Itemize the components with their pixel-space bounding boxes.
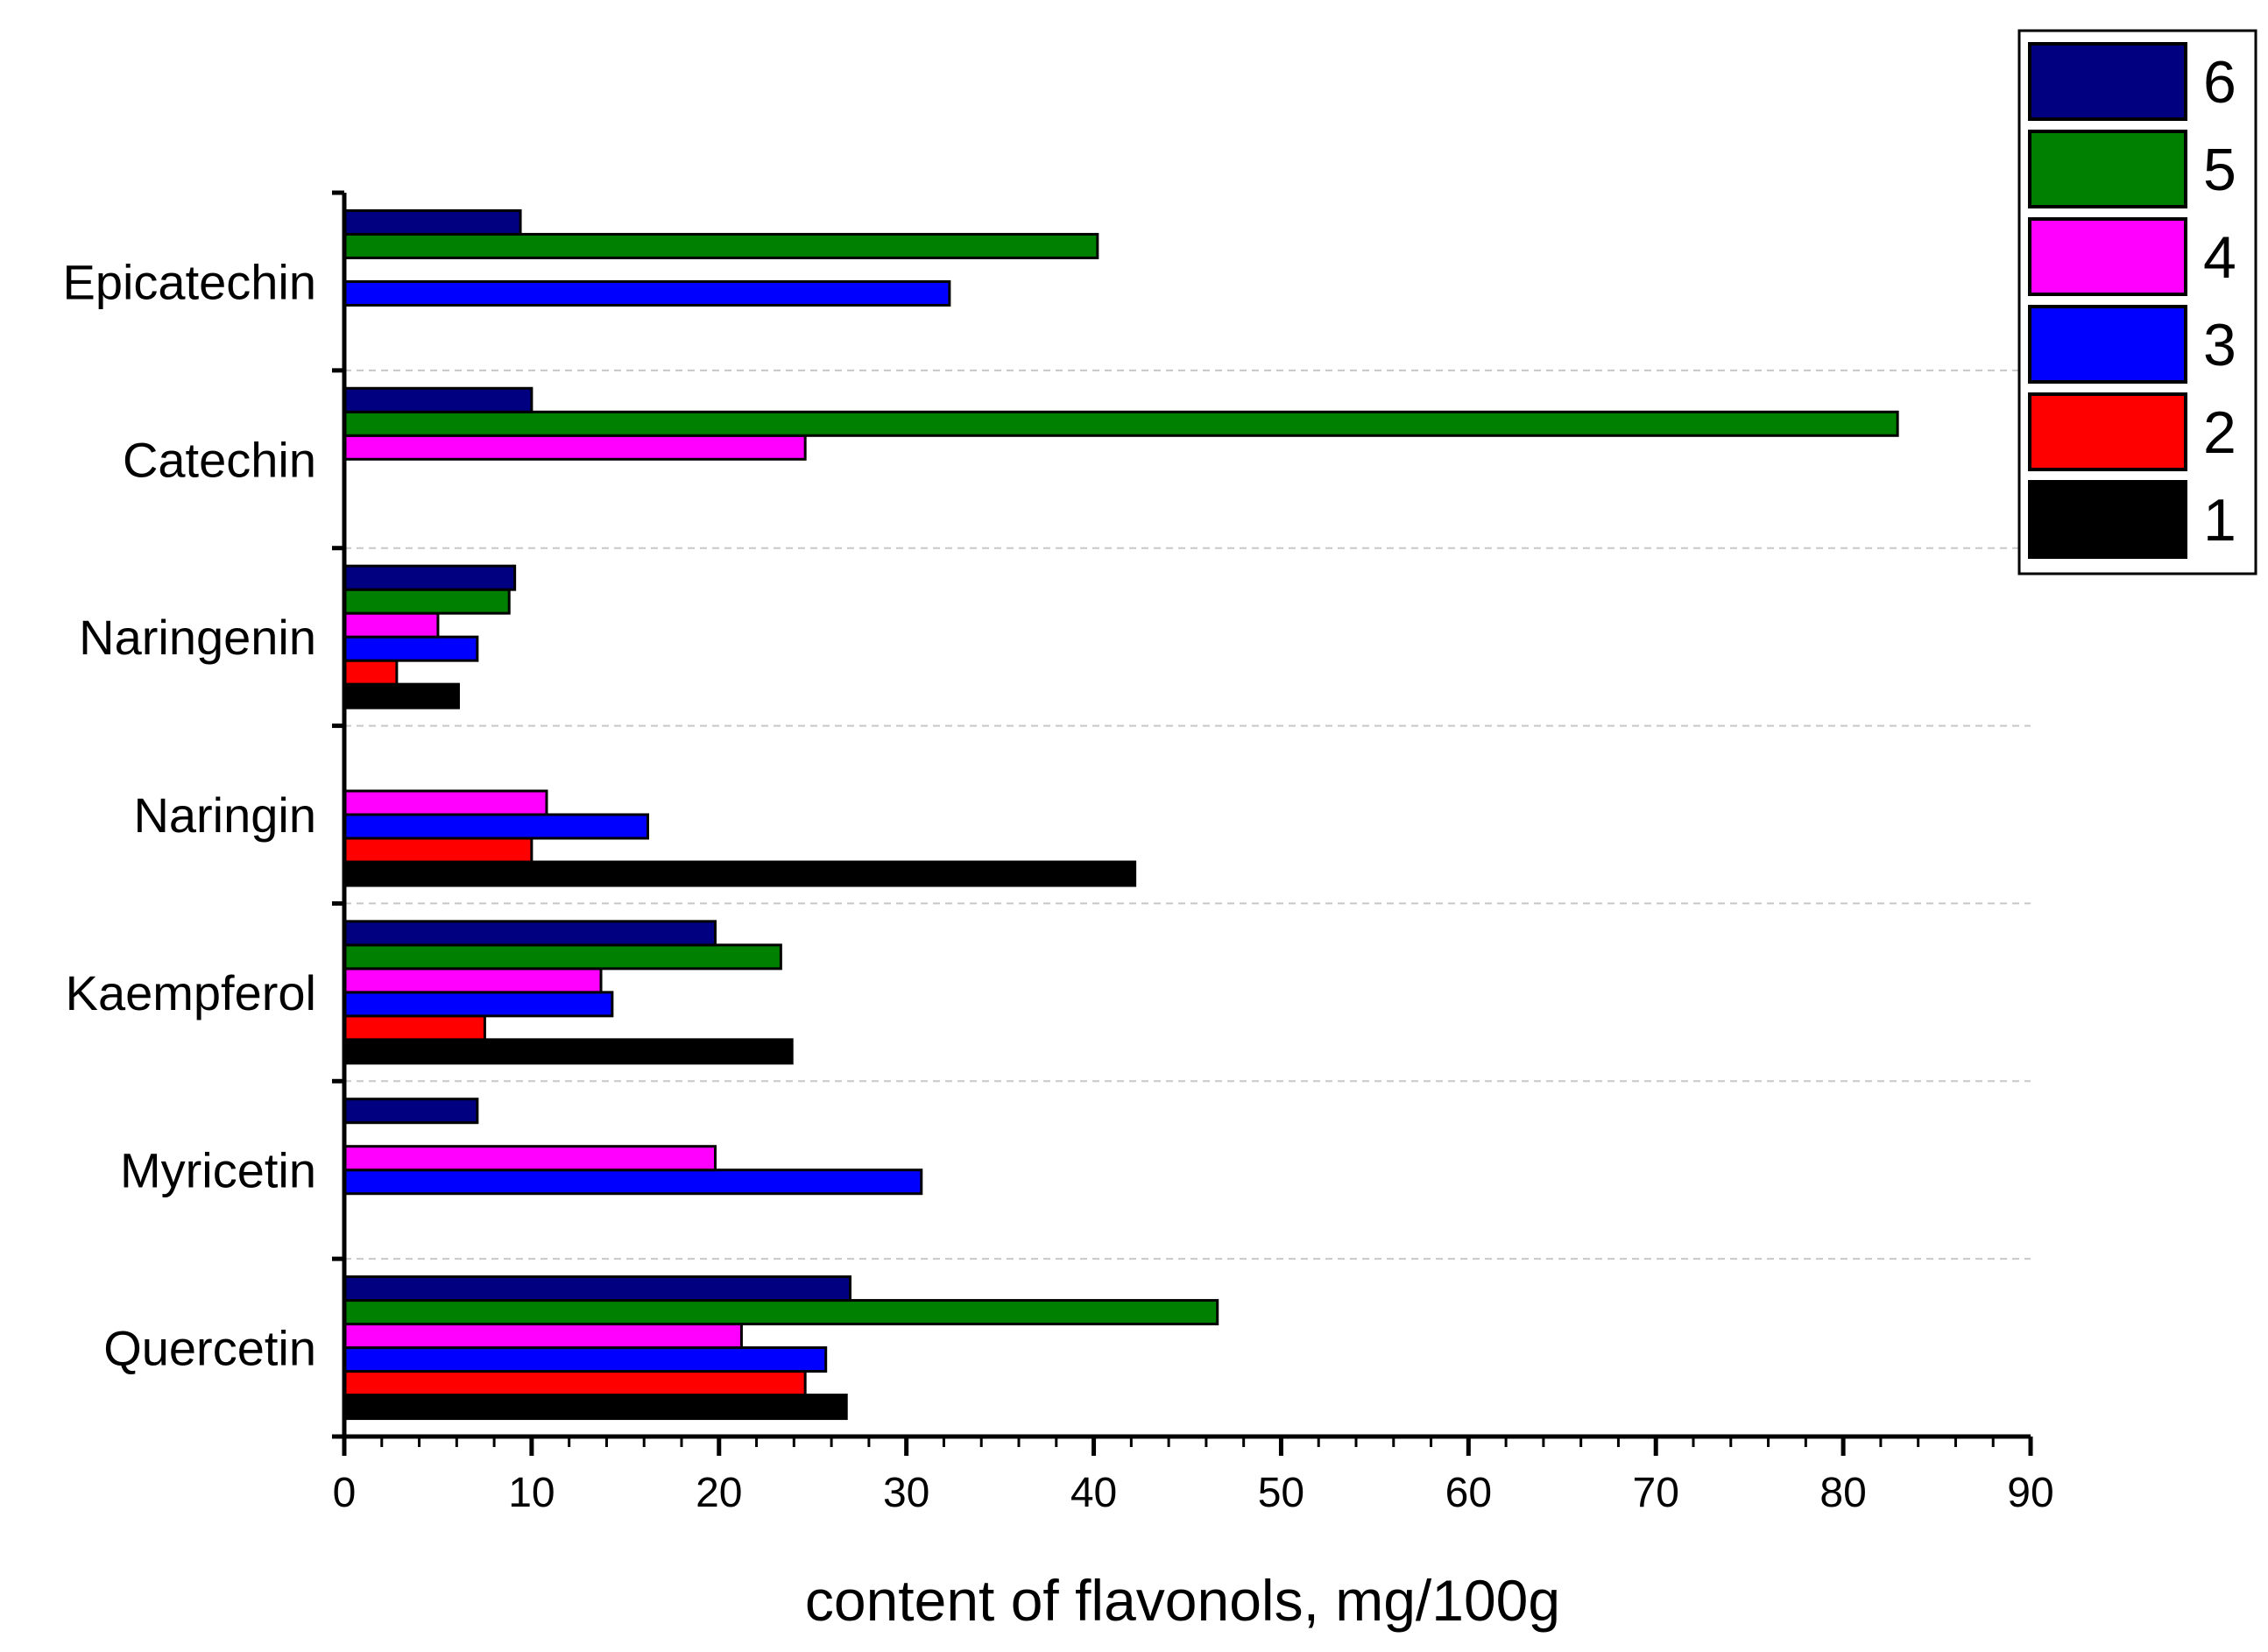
axes bbox=[332, 190, 2033, 1456]
legend-label-4: 4 bbox=[2203, 224, 2236, 291]
x-tick-label: 80 bbox=[1819, 1470, 1866, 1516]
bar-naringin-series-4 bbox=[343, 789, 548, 816]
bar-epicatechin-series-5 bbox=[343, 232, 1099, 259]
category-label: Catechin bbox=[123, 432, 316, 487]
bar-epicatechin-series-3 bbox=[343, 279, 951, 307]
bar-myricetin-series-6 bbox=[343, 1098, 479, 1125]
x-tick-label: 10 bbox=[508, 1470, 555, 1516]
bar-kaempferol-series-1 bbox=[343, 1038, 794, 1065]
bar-quercetin-series-5 bbox=[343, 1299, 1219, 1326]
bar-naringin-series-3 bbox=[343, 813, 649, 840]
category-labels: Quercetin Myricetin Kaempferol Naringin Nari… bbox=[62, 254, 316, 1375]
bar-catechin-series-5 bbox=[343, 410, 1899, 437]
bar-kaempferol-series-2 bbox=[343, 1014, 486, 1041]
bar-naringin-series-2 bbox=[343, 837, 533, 864]
legend-swatch-2 bbox=[2028, 392, 2187, 471]
legend-label-1: 1 bbox=[2203, 487, 2236, 554]
category-label: Epicatechin bbox=[62, 254, 316, 309]
bar-quercetin-series-6 bbox=[343, 1275, 851, 1303]
x-tick-label: 70 bbox=[1633, 1470, 1679, 1516]
legend-swatch-4 bbox=[2028, 217, 2187, 296]
bar-naringenin-series-1 bbox=[343, 682, 460, 710]
x-tick-label: 90 bbox=[2007, 1470, 2053, 1516]
bar-kaempferol-series-6 bbox=[343, 920, 717, 947]
bar-naringenin-series-3 bbox=[343, 635, 479, 662]
bar-kaempferol-series-5 bbox=[343, 943, 782, 971]
x-tick-label: 0 bbox=[333, 1470, 357, 1516]
legend-label-3: 3 bbox=[2203, 312, 2236, 378]
legend-swatch-6 bbox=[2028, 42, 2187, 121]
bar-catechin-series-4 bbox=[343, 434, 807, 461]
bar-quercetin-series-4 bbox=[343, 1323, 743, 1350]
bar-naringenin-series-5 bbox=[343, 588, 511, 615]
bar-quercetin-series-3 bbox=[343, 1346, 828, 1373]
bar-kaempferol-series-4 bbox=[343, 967, 603, 994]
bar-naringin-series-1 bbox=[343, 860, 1137, 887]
bar-naringenin-series-4 bbox=[343, 611, 440, 639]
category-label: Naringin bbox=[133, 787, 316, 843]
x-tick-label: 30 bbox=[883, 1470, 929, 1516]
category-label: Quercetin bbox=[103, 1321, 316, 1376]
bar-myricetin-series-3 bbox=[343, 1168, 923, 1196]
bar-naringenin-series-6 bbox=[343, 564, 517, 591]
x-tick-labels: 0 10 20 30 40 50 60 70 80 90 bbox=[333, 1470, 2054, 1516]
bar-myricetin-series-4 bbox=[343, 1145, 717, 1172]
legend-label-2: 2 bbox=[2203, 399, 2236, 466]
bar-quercetin-series-2 bbox=[343, 1370, 807, 1397]
bar-naringenin-series-2 bbox=[343, 659, 399, 686]
bar-epicatechin-series-6 bbox=[343, 208, 522, 236]
legend-label-6: 6 bbox=[2203, 49, 2236, 116]
legend-label-5: 5 bbox=[2203, 137, 2236, 203]
legend-swatch-5 bbox=[2028, 130, 2187, 208]
bar-quercetin-series-1 bbox=[343, 1394, 848, 1421]
category-label: Myricetin bbox=[120, 1143, 316, 1198]
category-label: Kaempferol bbox=[66, 965, 316, 1020]
category-label: Naringenin bbox=[79, 610, 316, 665]
legend-swatch-3 bbox=[2028, 305, 2187, 384]
x-tick-label: 50 bbox=[1258, 1470, 1304, 1516]
bars bbox=[343, 208, 1899, 1421]
x-tick-label: 60 bbox=[1445, 1470, 1492, 1516]
bar-catechin-series-6 bbox=[343, 386, 533, 413]
x-tick-label: 40 bbox=[1070, 1470, 1117, 1516]
legend-swatch-1 bbox=[2028, 480, 2187, 559]
legend: 6 5 4 3 2 1 bbox=[2017, 29, 2257, 575]
bar-kaempferol-series-3 bbox=[343, 991, 614, 1018]
x-axis-title: content of flavonols, mg/100g bbox=[805, 1568, 1560, 1633]
x-tick-label: 20 bbox=[696, 1470, 742, 1516]
